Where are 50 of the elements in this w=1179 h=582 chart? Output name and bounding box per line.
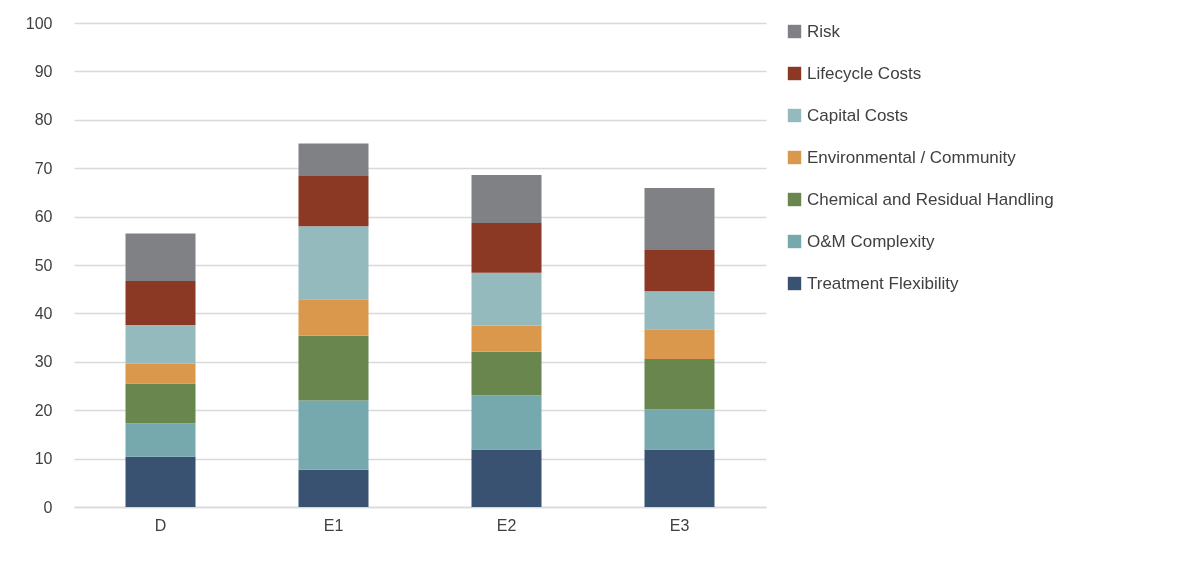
y-tick-label: 40	[34, 304, 53, 322]
bar	[644, 449, 715, 507]
bar	[644, 291, 715, 330]
y-tick-label: 80	[34, 111, 53, 129]
legend-label: O&M Complexity	[807, 231, 936, 251]
bar	[644, 188, 715, 250]
bar	[125, 280, 196, 326]
legend-label: Capital Costs	[807, 105, 909, 125]
bar	[644, 250, 715, 292]
bar	[125, 325, 196, 364]
x-tick-label: E1	[323, 516, 344, 534]
bar	[125, 363, 196, 384]
bar	[644, 358, 715, 410]
y-tick-label: 60	[34, 208, 53, 226]
legend-label: Treatment Flexibility	[807, 273, 959, 293]
bar	[298, 143, 369, 176]
legend-label: Lifecycle Costs	[807, 63, 922, 83]
bar	[298, 299, 369, 336]
bar	[471, 222, 542, 273]
legend-label: Environmental / Community	[807, 147, 1017, 167]
bar	[471, 272, 542, 326]
bar	[298, 226, 369, 300]
bar	[125, 383, 196, 424]
bar	[298, 175, 369, 227]
x-tick-label: D	[154, 516, 167, 534]
y-tick-label: 0	[43, 498, 53, 516]
bar	[471, 449, 542, 507]
bar	[125, 423, 196, 457]
bar	[644, 409, 715, 450]
bar	[125, 456, 196, 507]
y-tick-label: 90	[34, 62, 53, 80]
bar	[298, 469, 369, 507]
x-tick-label: E3	[669, 516, 690, 534]
y-tick-label: 20	[34, 401, 53, 419]
bar	[298, 335, 369, 401]
y-tick-label: 100	[25, 14, 53, 32]
bar	[471, 351, 542, 396]
bar	[471, 325, 542, 352]
bar	[471, 395, 542, 450]
x-tick-label: E2	[496, 516, 517, 534]
bar	[644, 329, 715, 359]
bar	[125, 233, 196, 281]
legend-label: Risk	[807, 21, 841, 41]
legend-label: Chemical and Residual Handling	[807, 189, 1054, 209]
bar	[298, 400, 369, 470]
bar	[471, 174, 542, 223]
y-tick-label: 30	[34, 353, 53, 371]
y-tick-label: 10	[34, 450, 53, 468]
y-tick-label: 50	[34, 256, 53, 274]
y-tick-label: 70	[34, 159, 53, 177]
